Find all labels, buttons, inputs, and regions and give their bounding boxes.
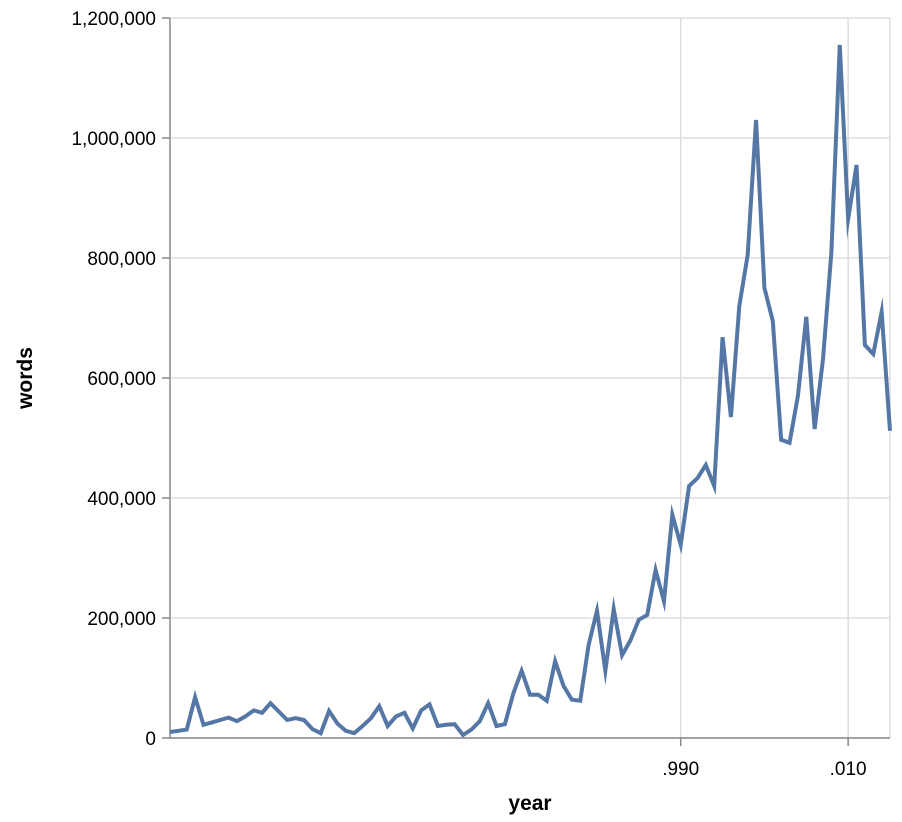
y-tick-label: 200,000 bbox=[87, 609, 156, 630]
grid-lines bbox=[170, 17, 891, 739]
y-tick-label: 600,000 bbox=[87, 369, 156, 390]
y-tick-label: 800,000 bbox=[87, 249, 156, 270]
y-tick-label: 0 bbox=[145, 729, 156, 750]
series-line bbox=[169, 44, 892, 738]
y-axis-ticks: 0 200,000 400,000 600,000 800,000 1,000,000 1,… bbox=[71, 9, 170, 750]
x-axis-ticks: .990 .010 bbox=[662, 738, 867, 780]
series-layer bbox=[169, 44, 892, 738]
x-tick-label: .990 bbox=[662, 759, 699, 780]
x-tick-label: .010 bbox=[830, 759, 867, 780]
y-axis-title: words bbox=[14, 347, 37, 410]
y-tick-label: 1,200,000 bbox=[71, 9, 156, 30]
y-tick-label: 1,000,000 bbox=[71, 129, 156, 150]
y-tick-label: 400,000 bbox=[87, 489, 156, 510]
x-axis-title: year bbox=[508, 792, 551, 815]
